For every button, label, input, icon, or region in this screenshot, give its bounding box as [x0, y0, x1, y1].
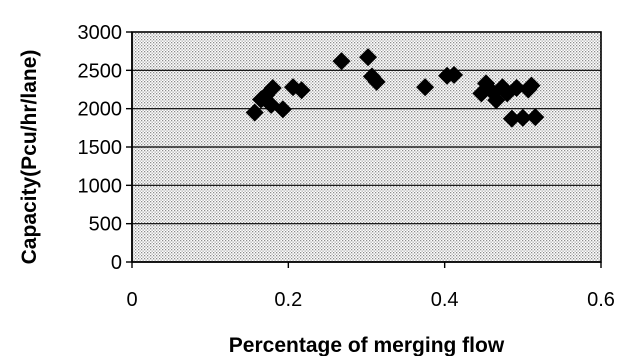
data-point	[507, 78, 526, 97]
data-point	[416, 78, 435, 97]
data-point	[273, 100, 292, 119]
x-tick-label: 0.2	[274, 289, 302, 311]
y-tick-label: 3000	[78, 22, 123, 44]
data-point	[245, 103, 264, 122]
y-tick-label: 1000	[78, 175, 123, 197]
y-tick-label: 2000	[78, 99, 123, 121]
data-point	[367, 72, 386, 91]
y-tick-label: 1500	[78, 137, 123, 159]
gridlines	[132, 69, 601, 225]
data-point	[502, 109, 521, 128]
axes	[126, 31, 602, 268]
data-point	[526, 108, 545, 127]
x-tick-label: 0	[126, 289, 137, 311]
data-point	[513, 108, 532, 127]
y-tick-label: 500	[89, 214, 122, 236]
x-tick-label: 0.6	[587, 289, 615, 311]
data-point	[445, 65, 464, 84]
data-point	[522, 76, 541, 95]
data-point	[263, 78, 282, 97]
x-axis-title: Percentage of merging flow	[229, 334, 505, 356]
data-point	[332, 52, 351, 71]
data-point	[359, 48, 378, 67]
tick-labels: 0 500 1000 1500 2000 2500 3000 0 0.2 0.4 0.6	[78, 22, 615, 311]
x-tick-label: 0.4	[431, 289, 459, 311]
y-tick-label: 0	[111, 252, 122, 274]
y-tick-label: 2500	[78, 60, 123, 82]
data-points	[245, 48, 545, 128]
data-point	[292, 81, 311, 100]
y-axis-title: Capacity(Pcu/hr/lane)	[18, 50, 41, 265]
